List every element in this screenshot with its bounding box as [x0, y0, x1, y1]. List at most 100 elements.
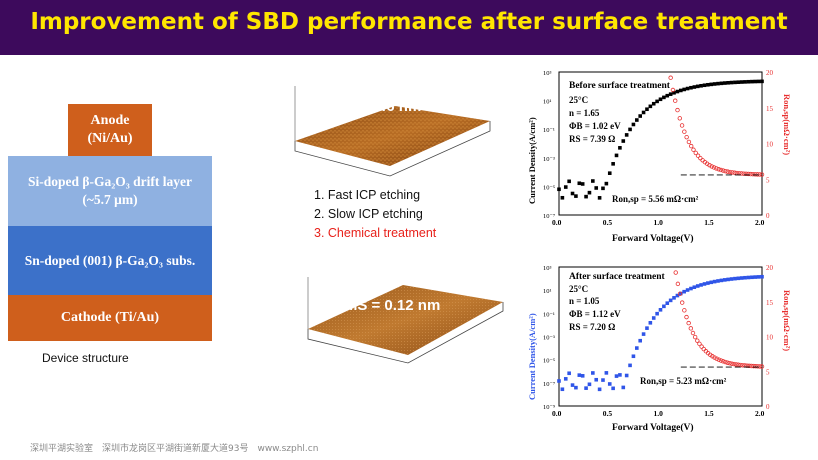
y-tick-label: 10¹: [543, 99, 552, 106]
ron-marker: [710, 354, 715, 359]
plot-ylabel: Current Density(A/cm²): [527, 117, 537, 204]
jv-marker: [753, 275, 758, 279]
jv-marker: [658, 308, 663, 312]
jv-marker: [726, 80, 730, 85]
jv-marker: [604, 181, 609, 186]
ron-marker: [757, 364, 763, 369]
jv-marker: [624, 133, 629, 137]
jv-marker: [733, 80, 737, 85]
y2-tick-label: 5: [766, 368, 770, 376]
jv-marker: [750, 275, 754, 280]
jv-marker: [743, 275, 747, 280]
y-tick-label: 10⁻⁹: [543, 404, 556, 411]
x-tick-label: 1.5: [704, 409, 714, 418]
y2-tick-label: 10: [766, 141, 774, 149]
y-tick-label: 10⁻⁷: [543, 381, 555, 388]
plot-ron: Ron,sp = 5.23 mΩ·cm²: [640, 376, 727, 386]
y-tick-label: 10⁻³: [543, 335, 555, 342]
ron-marker: [759, 364, 765, 369]
jv-marker: [601, 378, 605, 382]
ron-marker: [707, 162, 712, 168]
ron-marker: [709, 164, 714, 169]
anode-sub: (Ni/Au): [87, 131, 133, 146]
plot-ylabel: Current Density(A/cm²): [527, 313, 537, 400]
jv-marker: [594, 377, 599, 382]
ron-marker: [691, 147, 696, 152]
jv-marker: [658, 97, 663, 102]
jv-marker: [719, 278, 724, 283]
x-tick-label: 2.0: [755, 409, 765, 418]
ron-marker: [746, 363, 752, 369]
jv-marker: [709, 280, 714, 285]
iv-plot-after-svg: After surface treatment 25°C n = 1.05 ΦB…: [527, 264, 792, 433]
jv-marker: [716, 279, 720, 283]
ron-marker: [697, 341, 702, 347]
ron-marker: [679, 300, 685, 305]
ron-marker: [673, 98, 678, 103]
x-tick-label: 1.5: [704, 218, 714, 227]
iv-plot-before: Before surface treatment 25°C n = 1.65 Φ…: [522, 64, 792, 250]
jv-marker: [702, 282, 707, 286]
y-tick-label: 10⁻⁵: [543, 184, 555, 191]
jv-marker: [699, 83, 703, 88]
rms-after: RMS = 0.12 nm: [334, 297, 441, 314]
jv-marker: [560, 195, 565, 200]
cathode-layer: Cathode (Ti/Au): [8, 295, 212, 341]
ron-marker: [757, 172, 762, 177]
jv-marker: [722, 278, 727, 282]
ron-marker: [693, 150, 698, 156]
jv-marker: [709, 82, 714, 87]
jv-marker: [567, 371, 571, 376]
jv-marker: [580, 182, 585, 186]
ron-marker: [755, 172, 760, 177]
plot-y2label: Ron,sp(mΩ·cm²): [782, 94, 790, 155]
ron-marker: [727, 169, 733, 175]
jv-marker: [563, 185, 568, 189]
ron-marker: [716, 357, 722, 362]
ron-marker: [714, 356, 719, 361]
ron-marker: [739, 171, 744, 176]
jv-marker: [557, 187, 561, 192]
jv-marker: [736, 80, 741, 84]
afm-surface-before: [294, 86, 491, 177]
jv-marker: [638, 114, 642, 118]
ron-marker: [718, 358, 724, 363]
ron-marker: [759, 172, 765, 177]
jv-marker: [621, 385, 626, 390]
jv-marker: [580, 374, 585, 378]
jv-marker: [722, 81, 727, 85]
jv-marker: [682, 87, 686, 92]
jv-marker: [739, 276, 744, 280]
ron-marker: [699, 344, 704, 349]
ron-marker: [675, 281, 681, 287]
ron-marker: [686, 139, 692, 145]
afm-image-before: RMS = 0.46 nm: [285, 66, 500, 181]
plot-temp: 25°C: [569, 284, 588, 294]
jv-marker: [574, 385, 578, 390]
drift-layer-label: Si-doped β-Ga₂O₃ drift layer: [27, 174, 193, 189]
jv-marker: [746, 79, 751, 84]
jv-marker: [689, 85, 693, 90]
ron-marker: [741, 171, 746, 176]
jv-marker: [756, 79, 761, 84]
ron-marker: [733, 362, 739, 367]
ron-marker: [682, 129, 687, 134]
jv-marker: [587, 382, 592, 387]
jv-marker: [692, 85, 697, 89]
jv-marker: [628, 127, 632, 132]
jv-marker: [577, 373, 582, 377]
ron-marker: [686, 320, 691, 326]
jv-marker: [685, 288, 690, 292]
drift-layer: Si-doped β-Ga₂O₃ drift layer (~5.7 μm): [8, 156, 212, 226]
plot-xlabel: Forward Voltage(V): [612, 233, 694, 244]
jv-marker: [587, 190, 592, 195]
jv-marker: [668, 298, 673, 303]
y-tick-label: 10⁻³: [543, 156, 555, 163]
jv-marker: [760, 274, 764, 279]
jv-marker: [743, 80, 747, 84]
jv-marker: [577, 181, 582, 186]
jv-marker: [682, 289, 686, 294]
jv-marker: [665, 301, 670, 305]
jv-marker: [651, 101, 656, 106]
jv-marker: [645, 107, 649, 112]
